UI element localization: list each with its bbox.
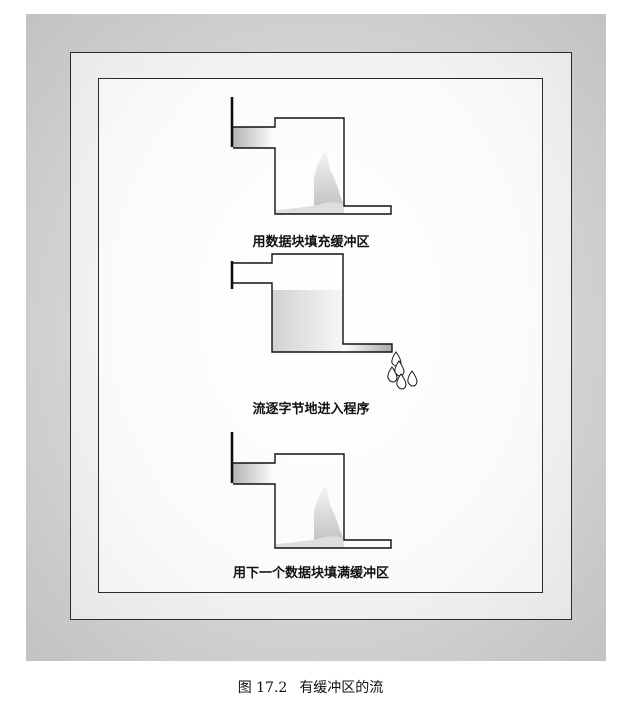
buffer-panel-fill — [230, 97, 392, 215]
outlet-flow — [343, 344, 392, 352]
droplet-4 — [396, 373, 407, 390]
droplet-3 — [387, 366, 398, 383]
buffer-fill-level — [314, 485, 344, 548]
buffer-contents — [272, 290, 392, 352]
inflow-gradient — [233, 127, 275, 148]
droplet-5 — [407, 370, 418, 387]
buffer-fill-level — [314, 150, 344, 214]
byte-droplets — [387, 351, 418, 390]
figure-number: 图 17.2 — [237, 680, 288, 696]
buffer-fill-base — [276, 202, 344, 214]
tank-outline — [233, 117, 392, 215]
buffer-fill-base — [276, 536, 344, 548]
inflow-gradient — [233, 463, 275, 484]
tank-outline — [233, 453, 392, 549]
tank-outline — [232, 253, 393, 353]
buffer-panel-refill — [230, 432, 392, 549]
caption-fill-buffer: 用数据块填充缓冲区 — [252, 235, 370, 250]
caption-refill-buffer: 用下一个数据块填满缓冲区 — [232, 566, 389, 581]
figure-caption: 图 17.2 有缓冲区的流 — [0, 677, 621, 697]
buffer-panel-drain — [230, 253, 418, 390]
figure-title: 有缓冲区的流 — [299, 680, 384, 696]
caption-drain-buffer: 流逐字节地进入程序 — [252, 402, 370, 417]
